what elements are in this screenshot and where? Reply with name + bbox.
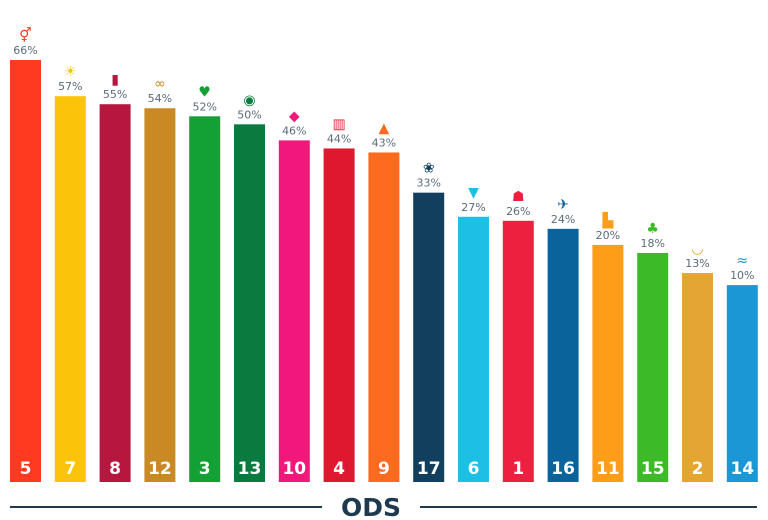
fish-icon: ≈ bbox=[736, 253, 748, 269]
bar-17 bbox=[413, 192, 445, 482]
category-label: 17 bbox=[417, 459, 441, 479]
equality-arrows-icon: ◆ bbox=[289, 108, 300, 124]
category-label: 14 bbox=[730, 459, 754, 479]
bar-4 bbox=[323, 148, 355, 482]
bar-15 bbox=[637, 252, 669, 482]
bar-2 bbox=[682, 273, 713, 482]
bar-8 bbox=[99, 104, 131, 482]
value-label: 57% bbox=[58, 80, 82, 93]
x-axis-title: ODS bbox=[341, 493, 401, 520]
category-label: 2 bbox=[692, 459, 704, 479]
bar-6 bbox=[458, 216, 489, 482]
value-label: 46% bbox=[282, 124, 306, 137]
category-label: 11 bbox=[596, 459, 620, 479]
category-label: 3 bbox=[199, 459, 211, 479]
bar-1 bbox=[502, 220, 534, 483]
value-label: 27% bbox=[461, 201, 485, 214]
value-label: 54% bbox=[148, 92, 172, 105]
bar-11 bbox=[592, 244, 624, 482]
bar-10 bbox=[278, 140, 310, 482]
value-label: 20% bbox=[596, 229, 620, 242]
eye-earth-icon: ◉ bbox=[243, 92, 255, 108]
bar-3 bbox=[189, 116, 221, 482]
industry-blocks-icon: ▲ bbox=[379, 120, 390, 136]
value-label: 50% bbox=[237, 108, 261, 121]
value-label: 44% bbox=[327, 132, 351, 145]
category-label: 12 bbox=[148, 459, 172, 479]
category-label: 6 bbox=[468, 459, 480, 479]
value-label: 52% bbox=[192, 100, 216, 113]
city-icon: ▙ bbox=[602, 211, 614, 229]
book-icon: ▥ bbox=[332, 116, 345, 132]
category-label: 15 bbox=[641, 459, 665, 479]
dove-icon: ✈ bbox=[557, 197, 569, 213]
sun-energy-icon: ☀ bbox=[64, 64, 77, 80]
growth-chart-icon: ▮ bbox=[111, 72, 119, 88]
value-label: 43% bbox=[372, 136, 396, 149]
bar-7 bbox=[54, 96, 86, 483]
value-label: 10% bbox=[730, 269, 754, 282]
bar-12 bbox=[144, 108, 176, 483]
bar-16 bbox=[547, 228, 579, 482]
category-label: 1 bbox=[512, 459, 524, 479]
value-label: 55% bbox=[103, 88, 127, 101]
water-drop-icon: ▼ bbox=[468, 185, 479, 201]
category-label: 13 bbox=[238, 459, 262, 479]
bar-5 bbox=[10, 60, 41, 482]
value-label: 26% bbox=[506, 205, 530, 218]
category-label: 8 bbox=[109, 459, 121, 479]
category-label: 5 bbox=[20, 459, 32, 479]
value-label: 18% bbox=[640, 237, 664, 250]
infinity-icon: ∞ bbox=[154, 76, 166, 92]
value-label: 13% bbox=[685, 257, 709, 270]
category-label: 7 bbox=[64, 459, 76, 479]
gender-equality-icon: ⚥ bbox=[19, 27, 32, 44]
category-label: 9 bbox=[378, 459, 390, 479]
flower-partnership-icon: ❀ bbox=[423, 161, 435, 177]
bowl-icon: ◡ bbox=[691, 241, 703, 257]
value-label: 66% bbox=[13, 44, 37, 57]
category-label: 10 bbox=[282, 459, 306, 479]
category-label: 4 bbox=[333, 459, 345, 479]
value-label: 33% bbox=[416, 177, 440, 190]
value-label: 24% bbox=[551, 213, 575, 226]
bar-14 bbox=[726, 285, 758, 482]
bar-13 bbox=[234, 124, 265, 482]
bar-9 bbox=[368, 152, 400, 482]
tree-icon: ♣ bbox=[646, 221, 659, 237]
category-label: 16 bbox=[551, 459, 575, 479]
family-icon: ☗ bbox=[512, 189, 525, 205]
heartbeat-icon: ♥ bbox=[198, 84, 211, 100]
